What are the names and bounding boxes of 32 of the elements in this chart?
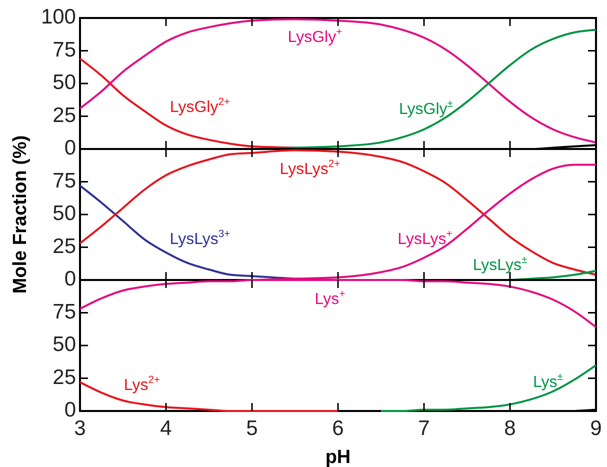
y-tick-label: 25 — [52, 104, 76, 127]
series-label: Lys$^{±}$ — [532, 372, 564, 392]
series-label: Lys$^{+}$ — [314, 289, 346, 308]
x-tick-label: 6 — [332, 417, 344, 440]
y-tick-label: 100 — [40, 6, 76, 29]
x-tick-label: 7 — [418, 417, 430, 440]
x-axis-title: pH — [325, 447, 351, 467]
series-label: LysLys$^{2+}$ — [280, 159, 340, 178]
series-label: LysGly$^{+}$ — [288, 27, 342, 46]
y-tick-label: 0 — [64, 398, 76, 422]
x-tick-label: 5 — [246, 417, 258, 440]
y-tick-label: 75 — [52, 300, 76, 324]
y-tick-label: 75 — [52, 169, 76, 192]
y-tick-label: 0 — [64, 268, 76, 291]
x-tick-label: 8 — [504, 417, 516, 440]
y-tick-label: 75 — [52, 38, 76, 62]
y-tick-label: 0 — [64, 136, 76, 160]
series-label: LysLys$^{+}$ — [398, 229, 452, 248]
series-label: LysGly$^{2+}$ — [170, 97, 230, 116]
y-tick-label: 50 — [52, 333, 76, 356]
x-tick-label: 4 — [160, 417, 172, 440]
series-label: Lys$^{2+}$ — [124, 375, 160, 394]
y-tick-label: 25 — [52, 234, 76, 258]
x-tick-label: 9 — [590, 417, 602, 440]
y-tick-label: 50 — [52, 71, 76, 94]
y-axis-title: Mole Fraction (%) — [10, 135, 31, 294]
series-label: LysLys$^{±}$ — [472, 255, 528, 274]
x-tick-label: 3 — [74, 417, 86, 440]
y-tick-label: 25 — [52, 366, 76, 389]
y-tick-label: 50 — [52, 202, 76, 226]
series-label: LysLys$^{3+}$ — [170, 229, 230, 248]
series-label: LysGly$^{±}$ — [398, 99, 454, 118]
